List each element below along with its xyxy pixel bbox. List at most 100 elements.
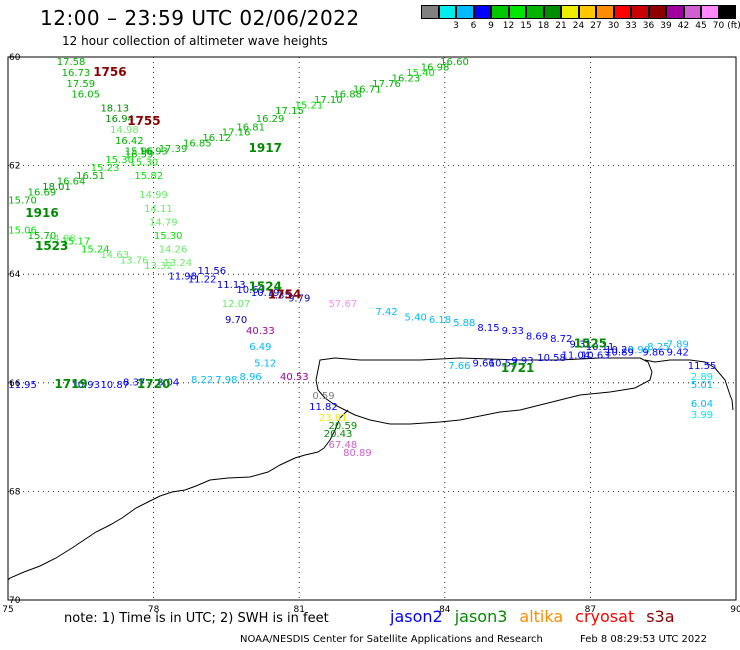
wave-height-reading: 3.99	[691, 410, 713, 421]
wave-height-reading: 9.93	[511, 356, 533, 367]
wave-height-reading: 16.12	[202, 133, 231, 144]
wave-height-reading: 14.11	[144, 204, 173, 215]
pass-time-label: 1524	[249, 279, 282, 293]
wave-height-reading: 8.15	[477, 323, 499, 334]
wave-height-reading: 7.42	[375, 307, 397, 318]
legend-labels: 3 6 9 12 15 18 21 24 27 30 33 36 39 42 45 70 (ft)	[421, 21, 740, 35]
wave-height-reading: 7.89	[667, 340, 689, 351]
wave-height-reading: 16.23	[392, 73, 421, 84]
wave-height-reading: 18.13	[100, 103, 129, 114]
wave-height-reading: 11.22	[188, 274, 217, 285]
legend-swatch	[543, 5, 561, 19]
chart-subtitle: 12 hour collection of altimeter wave hei…	[62, 34, 328, 48]
lat-tick-label: 64	[9, 270, 21, 280]
wave-height-reading: 16.93	[139, 147, 168, 158]
axis-tick-labels: 75 78 81 84 87 90 60 62 64 66 68 70	[2, 53, 740, 615]
wave-height-reading: 0.59	[312, 391, 334, 402]
wave-height-reading: 17.39	[159, 144, 188, 155]
wave-height-reading: 16.73	[62, 68, 91, 79]
wave-height-reading: 2.89	[691, 372, 713, 383]
wave-height-reading: 67.48	[329, 440, 358, 451]
lon-tick-label: 84	[439, 605, 451, 615]
wave-height-reading: 16.59	[125, 149, 154, 160]
wave-height-reading: 8.04	[157, 378, 179, 389]
pass-time-label: 1755	[127, 114, 160, 128]
wave-height-reading: 17.59	[66, 79, 95, 90]
wave-height-reading: 15.70	[28, 231, 57, 242]
pass-time-label: 1754	[268, 288, 301, 302]
wave-height-reading: 20.43	[324, 429, 353, 440]
satellite-jason3: jason3	[454, 607, 508, 626]
wave-height-reading: 16.71	[353, 84, 382, 95]
wave-height-reading: 10.63	[581, 350, 610, 361]
legend-swatch	[631, 5, 649, 19]
wave-height-reading: 40.53	[280, 372, 309, 383]
wave-height-reading: 8.25	[647, 342, 669, 353]
wave-height-reading: 15.82	[134, 171, 163, 182]
altimeter-readings: 17.5816.7317.5916.0518.1316.9414.9816.42…	[8, 57, 716, 459]
wave-height-reading: 7.66	[448, 361, 470, 372]
map-frame	[7, 56, 737, 601]
wave-height-reading: 16.29	[256, 114, 285, 125]
color-legend: 3 6 9 12 15 18 21 24 27 30 33 36 39 42 45 70 (ft)	[421, 5, 740, 31]
lon-tick-label: 75	[2, 605, 13, 615]
wave-height-reading: 10.20	[605, 345, 634, 356]
legend-swatch	[526, 5, 544, 19]
legend-swatch	[718, 5, 736, 19]
satellite-s3a: s3a	[646, 607, 675, 626]
lat-tick-label: 68	[9, 487, 21, 497]
legend-swatch	[421, 5, 439, 19]
wave-height-reading: 17.76	[372, 79, 401, 90]
lat-tick-label: 66	[9, 379, 21, 389]
wave-height-reading: 9.66	[472, 359, 494, 370]
wave-height-reading: 16.81	[236, 122, 265, 133]
wave-height-reading: 16.69	[28, 187, 57, 198]
pass-time-label: 1720	[137, 377, 170, 391]
wave-height-reading: 10.53	[489, 359, 518, 370]
wave-height-reading: 13.24	[164, 258, 193, 269]
legend-swatches	[421, 5, 736, 19]
lat-lon-grid	[7, 56, 737, 601]
wave-height-reading: 16.94	[105, 114, 134, 125]
wave-height-reading: 14.98	[110, 125, 139, 136]
credit-line: NOAA/NESDIS Center for Satellite Applica…	[240, 634, 543, 645]
wave-height-reading: 13.32	[144, 261, 173, 272]
wave-height-reading: 11.95	[8, 380, 37, 391]
wave-height-reading: 9.90	[628, 345, 650, 356]
legend-swatch	[578, 5, 596, 19]
legend-tick-label: 9	[488, 21, 494, 31]
lon-tick-label: 81	[293, 605, 304, 615]
wave-height-reading: 15.30	[105, 155, 134, 166]
wave-height-reading: 17.15	[275, 106, 304, 117]
wave-height-reading: 16.05	[71, 90, 100, 101]
wave-height-reading: 12.07	[222, 299, 251, 310]
wave-height-reading: 8.37	[123, 378, 145, 389]
legend-swatch	[508, 5, 526, 19]
wave-height-reading: 20.59	[329, 421, 358, 432]
wave-height-reading: 15.40	[406, 68, 435, 79]
wave-height-reading: 10.89	[605, 348, 634, 359]
lat-tick-label: 70	[9, 596, 21, 606]
wave-height-reading: 8.22	[191, 375, 213, 386]
legend-tick-label: 6	[470, 21, 477, 31]
legend-tick-label: 45	[695, 21, 707, 31]
wave-height-reading: 5.40	[405, 312, 427, 323]
legend-swatch	[473, 5, 491, 19]
wave-height-reading: 10.87	[100, 380, 129, 391]
wave-height-reading: 8.72	[550, 334, 572, 345]
credit-timestamp: Feb 8 08:29:53 UTC 2022	[580, 634, 707, 645]
footer-note: note: 1) Time is in UTC; 2) SWH is in fe…	[64, 611, 329, 626]
wave-height-reading: 15.30	[154, 231, 183, 242]
legend-swatch	[491, 5, 509, 19]
wave-height-reading: 13.76	[120, 255, 149, 266]
legend-swatch	[701, 5, 719, 19]
wave-height-reading: 15.06	[8, 225, 37, 236]
antarctic-coastline	[7, 357, 734, 581]
legend-tick-label: 12	[502, 21, 515, 31]
satellite-jason2: jason2	[390, 607, 443, 626]
satellite-altika: altika	[519, 607, 564, 626]
wave-height-reading: 9.33	[502, 326, 524, 337]
wave-height-reading: 11.56	[198, 266, 227, 277]
lon-tick-label: 87	[585, 605, 596, 615]
wave-height-reading: 6.49	[249, 342, 271, 353]
